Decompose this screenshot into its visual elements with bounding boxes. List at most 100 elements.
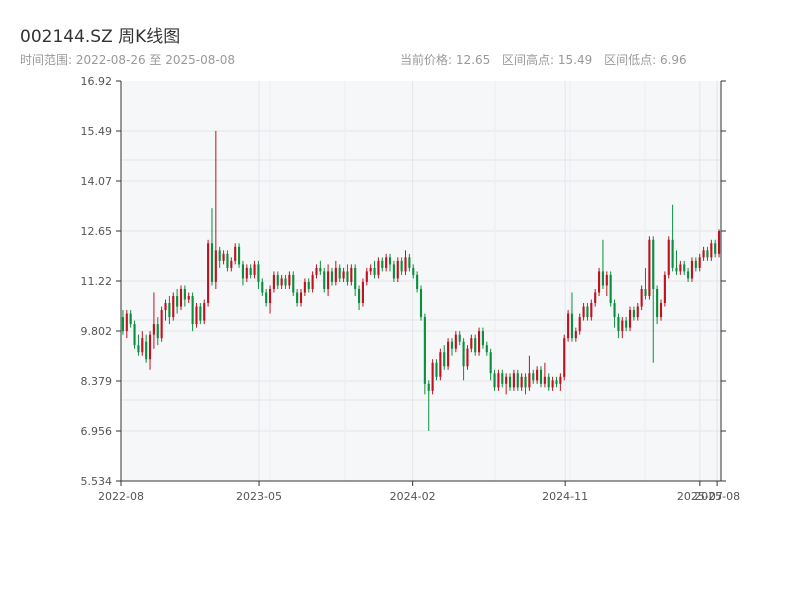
candle-body (342, 271, 345, 279)
candle-body (292, 274, 295, 293)
candle-body (350, 267, 353, 282)
range-high: 区间高点: 15.49 (502, 53, 593, 67)
candle-body (435, 362, 438, 377)
candle-body (392, 264, 395, 279)
candle (396, 257, 399, 282)
candle-body (470, 338, 473, 349)
candle (148, 331, 152, 370)
candle (528, 355, 531, 391)
candle-body (148, 334, 152, 360)
candle-body (698, 257, 701, 268)
candle (350, 264, 353, 286)
candle (532, 369, 535, 384)
candle-body (238, 246, 241, 265)
candle-body (330, 271, 334, 282)
y-tick-label: 15.49 (81, 125, 113, 138)
candle-body (501, 373, 504, 384)
candle (145, 334, 148, 363)
candle-body (648, 239, 651, 297)
candle-body (543, 376, 546, 384)
candle-body (381, 260, 384, 268)
candle (508, 373, 512, 391)
candle-body (396, 260, 399, 279)
candle (373, 260, 376, 279)
candle (478, 327, 481, 356)
candle (683, 260, 686, 275)
candle (578, 313, 581, 335)
candle (702, 246, 705, 261)
candle (176, 288, 179, 314)
candle (470, 334, 473, 353)
candle (381, 257, 384, 272)
candle (663, 271, 666, 307)
candle (439, 348, 442, 381)
candle-body (191, 296, 194, 325)
candle (431, 359, 434, 395)
candle (404, 250, 407, 275)
candle (234, 243, 237, 265)
candle (392, 260, 395, 282)
candle-body (199, 306, 202, 321)
candle-body (582, 306, 585, 318)
candle (598, 267, 601, 297)
candle (543, 362, 546, 388)
candle-body (644, 288, 647, 297)
candle-body (493, 373, 496, 388)
candle (559, 373, 562, 391)
candle-body (156, 324, 159, 339)
candle (536, 366, 539, 384)
candle-body (172, 296, 175, 318)
candle-body (361, 281, 364, 304)
candle (319, 260, 322, 275)
candle-body (377, 260, 380, 275)
candle (152, 292, 155, 349)
candle (172, 292, 175, 321)
x-tick-label: 2025-08 (694, 490, 740, 503)
candle-body (253, 264, 256, 275)
candle (458, 331, 461, 346)
candle (191, 292, 194, 332)
candle-body (458, 334, 461, 342)
candle (261, 278, 264, 297)
candle-body (276, 274, 279, 286)
candle-body (617, 317, 620, 332)
candle-body (354, 267, 357, 289)
candle-body (230, 260, 233, 268)
candle-body (125, 313, 128, 332)
y-tick-label: 12.65 (81, 225, 113, 238)
candle-body (385, 257, 388, 268)
candle (346, 264, 349, 286)
candle-body (245, 267, 248, 279)
candle-body (613, 303, 616, 318)
candle (694, 257, 697, 272)
candle (199, 303, 202, 325)
candle (659, 299, 663, 321)
candle (636, 303, 639, 321)
candle-body (489, 352, 492, 374)
candle-body (454, 334, 457, 349)
candle (706, 246, 709, 261)
candle-body (574, 331, 577, 339)
candle (690, 257, 694, 282)
candle-body (559, 376, 562, 384)
candle-body (532, 373, 535, 381)
candle (520, 373, 523, 391)
candle (284, 274, 287, 289)
candle-body (338, 267, 341, 279)
candle (160, 306, 163, 342)
candle (253, 260, 256, 279)
candle-body (621, 320, 624, 332)
candle-body (241, 264, 244, 279)
candle (718, 229, 721, 258)
candle-body (346, 271, 349, 282)
candle-body (659, 303, 663, 318)
candle (671, 204, 674, 272)
y-tick-label: 11.22 (81, 275, 113, 288)
candle-body (268, 288, 272, 304)
candle-body (296, 292, 299, 304)
candle (412, 264, 415, 279)
candle-body (447, 341, 450, 367)
candle (408, 253, 411, 272)
candle (268, 285, 272, 314)
